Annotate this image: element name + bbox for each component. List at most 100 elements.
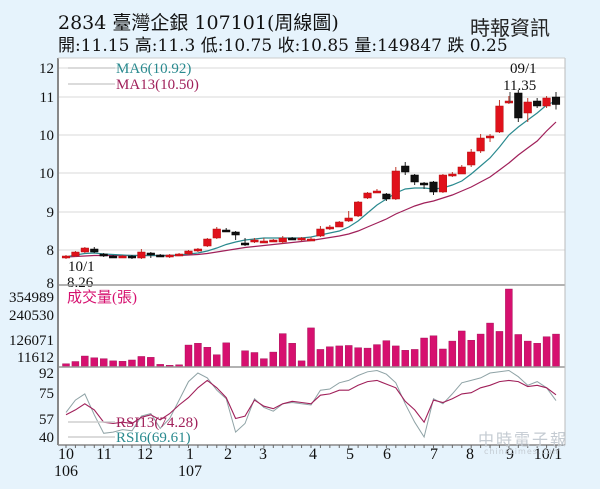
volume-bar [335,345,343,368]
volume-bar [542,336,551,368]
chart-title: 2834 臺灣企銀 107101(周線圖) [58,12,339,34]
candle-up [476,137,485,152]
volume-bar [279,333,287,368]
volume-bar [392,345,400,368]
candle-up [137,251,146,259]
candle-up [193,248,202,252]
candle-down [240,242,250,246]
volume-bar [429,335,438,368]
volume-bar [109,360,117,368]
volume-bar [194,343,202,368]
volume-bar [71,361,80,368]
volume-bar [552,333,560,368]
candle-up [306,238,316,242]
volume-bar [410,349,419,368]
price-axis-label: 10 [39,128,54,144]
volume-bar [260,358,268,368]
candle-up [212,228,221,239]
high-value-annotation: 11.35 [503,78,536,94]
candle-down [156,254,165,258]
candle-up [354,201,363,217]
candle-down [222,229,231,233]
volume-axis-label: 240530 [9,308,54,324]
volume-bar [222,342,230,368]
high-date-annotation: 09/1 [510,61,537,77]
price-axis-label: 8 [47,276,55,292]
volume-bar [269,351,278,368]
volume-bar [241,350,249,368]
volume-bar [128,359,136,368]
x-axis-label: 8 [466,446,474,463]
candle-up [165,254,174,258]
price-summary: 開:11.15 高:11.3 低:10.75 收:10.85 量:149847 … [58,36,508,56]
candle-up [316,228,325,237]
candle-up [175,253,184,257]
candle-down [109,255,118,259]
rsi-axis-label: 40 [39,430,54,446]
volume-bar [420,337,428,368]
volume-bar [326,346,334,368]
rsi-axis-label: 57 [39,412,55,428]
candle-up [495,105,504,133]
x-axis-label: 11 [96,446,111,463]
watermark: 中時電子報 [478,430,569,449]
volume-bar [458,330,466,368]
plot-background [58,58,565,445]
candle-up [297,237,306,241]
x-axis-label: 7 [430,446,438,463]
rsi6-line [65,369,557,439]
candle-up [250,239,259,243]
candle-up [184,250,193,255]
volume-bar [316,349,325,368]
low-value-annotation: 8.26 [67,275,94,291]
volume-bar [118,361,127,368]
candle-up [278,237,287,243]
candle-up [523,101,532,114]
volume-bar [250,352,259,368]
x-axis-label: 5 [346,446,354,463]
ma13-legend: MA13(10.50) [116,77,199,93]
x-axis-year-label: 107 [178,463,202,480]
volume-axis-label: 126071 [9,333,54,349]
candle-up [118,255,127,259]
candle-down [514,92,523,119]
volume-bar [524,340,532,368]
volume-bar [514,334,523,368]
volume-bar [354,347,362,368]
volume-bar [99,358,108,368]
rsi13-legend: RSI13(74.28) [116,415,198,431]
candle-up [542,97,551,107]
candle-up [335,221,344,228]
x-axis-label: 10/1 [534,446,562,463]
volume-bar [373,344,381,368]
candle-down [401,165,410,173]
volume-bar [203,347,212,368]
candle-down [90,248,99,253]
candle-up [504,100,513,104]
volume-title: 成交量(張) [67,288,137,306]
rsi6-legend: RSI6(69.61) [116,430,191,446]
volume-bar [288,343,296,368]
candle-down [382,193,391,200]
volume-bar [495,331,504,368]
x-axis-label: 1 [186,446,194,463]
candle-up [269,239,278,243]
volume-axis-label: 11612 [17,350,54,366]
price-axis-label: 12 [39,61,54,77]
volume-bar [382,340,391,368]
volume-bar [213,354,221,368]
volume-bar [467,339,475,368]
x-axis-label: 2 [224,446,232,463]
x-axis-year-label: 106 [54,463,78,480]
volume-bar [401,350,409,368]
volume-bar [90,357,98,368]
rsi-axis-label: 92 [39,366,54,382]
volume-bar [486,322,494,368]
candle-up [438,174,447,193]
candle-up [203,238,212,247]
volume-bar [297,360,306,368]
candle-up [467,151,476,166]
candle-up [325,226,334,230]
price-axis-label: 11 [40,90,54,106]
x-axis-label: 9 [506,446,514,463]
